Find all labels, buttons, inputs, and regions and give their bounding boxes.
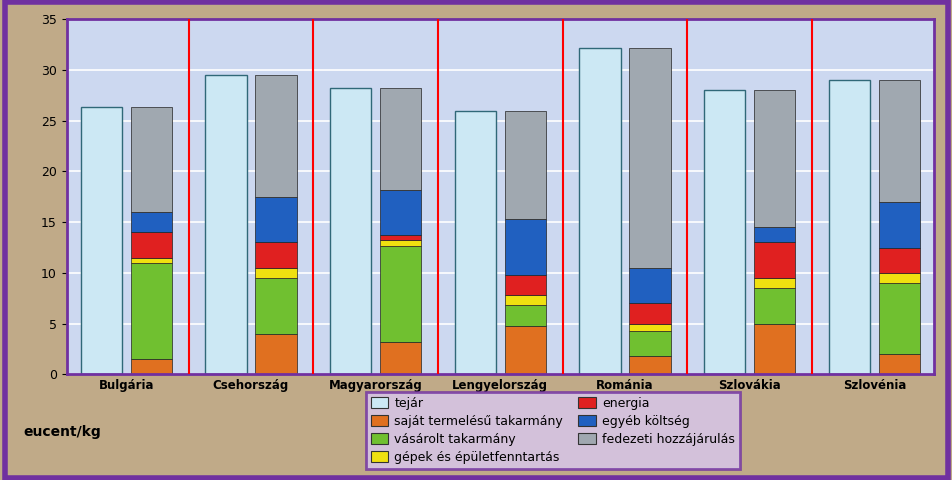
Legend: tejár, saját termelésű takarmány, vásárolt takarmány, gépek és épületfenntartás,: tejár, saját termelésű takarmány, vásáro… <box>366 392 739 469</box>
Bar <box>753 242 794 278</box>
Bar <box>878 80 919 202</box>
Bar <box>255 197 296 242</box>
Bar <box>329 88 371 374</box>
Bar <box>753 288 794 324</box>
Bar <box>753 227 794 242</box>
Bar <box>255 278 296 334</box>
Bar <box>380 88 421 190</box>
Bar <box>255 334 296 374</box>
Bar <box>878 273 919 283</box>
Bar <box>628 324 670 331</box>
Bar <box>130 212 171 232</box>
Bar <box>380 245 421 342</box>
Bar <box>628 268 670 303</box>
Bar <box>878 248 919 273</box>
Bar <box>505 110 545 219</box>
Bar <box>454 110 495 374</box>
Text: eucent/kg: eucent/kg <box>24 425 102 439</box>
Bar <box>628 48 670 268</box>
Bar <box>505 305 545 326</box>
Bar <box>255 268 296 278</box>
Bar <box>130 359 171 374</box>
Bar <box>255 242 296 268</box>
Bar <box>878 202 919 248</box>
Bar <box>130 232 171 258</box>
Bar <box>753 324 794 374</box>
Bar <box>628 356 670 374</box>
Bar <box>628 303 670 324</box>
Bar <box>130 108 171 212</box>
Bar <box>704 90 744 374</box>
Bar <box>878 283 919 354</box>
Bar <box>628 331 670 356</box>
Bar <box>505 219 545 275</box>
Bar <box>579 48 620 374</box>
Bar <box>130 263 171 359</box>
Bar <box>505 295 545 305</box>
Bar <box>380 342 421 374</box>
Bar <box>130 258 171 263</box>
Bar <box>753 278 794 288</box>
Bar <box>81 108 122 374</box>
Bar <box>255 75 296 197</box>
Bar <box>753 90 794 227</box>
Bar <box>380 235 421 240</box>
Bar <box>505 275 545 295</box>
Bar <box>505 326 545 374</box>
Bar <box>380 190 421 235</box>
Bar <box>878 354 919 374</box>
Bar <box>828 80 869 374</box>
Bar <box>380 240 421 245</box>
Bar <box>206 75 247 374</box>
